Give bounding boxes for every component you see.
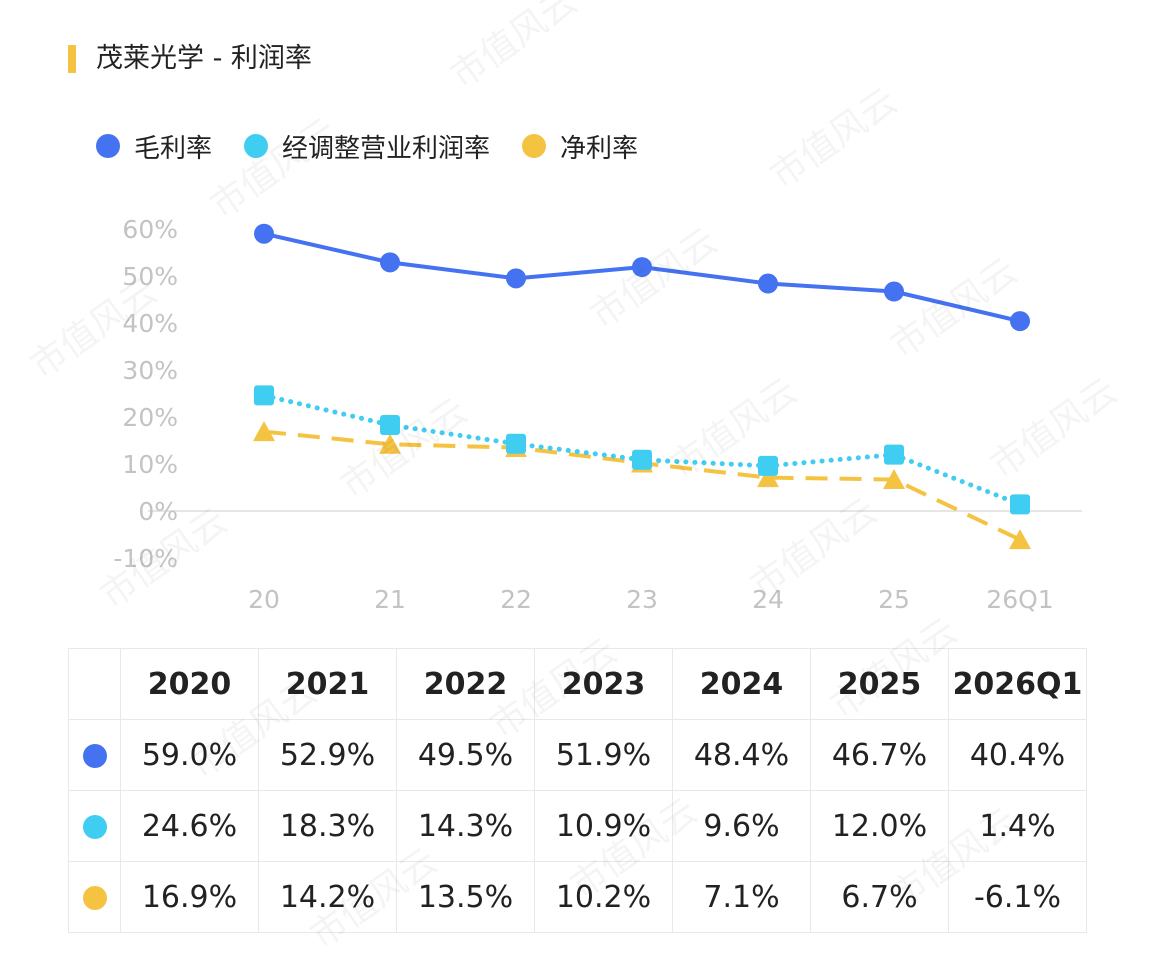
- data-point-net-margin: [1009, 529, 1031, 550]
- table-cell: 9.6%: [672, 790, 811, 862]
- data-point-operating-margin: [1010, 494, 1030, 515]
- x-tick-label: 24: [752, 585, 784, 614]
- legend-dot-gross-margin: [96, 134, 120, 158]
- table-row-operating-margin: 24.6% 18.3% 14.3% 10.9% 9.6% 12.0% 1.4%: [68, 790, 1087, 862]
- data-point-operating-margin: [758, 455, 778, 476]
- y-tick-label: 50%: [122, 262, 178, 291]
- data-point-operating-margin: [506, 433, 526, 454]
- table-header-cell: 2024: [672, 648, 811, 720]
- data-point-gross-margin: [254, 223, 274, 244]
- table-header-cell: 2021: [258, 648, 397, 720]
- table-header-cell: 2022: [396, 648, 535, 720]
- table-cell: 18.3%: [258, 790, 397, 862]
- data-table: 2020 2021 2022 2023 2024 2025 2026Q1 59.…: [68, 648, 1087, 933]
- table-cell: 12.0%: [810, 790, 949, 862]
- data-point-net-margin: [883, 469, 905, 490]
- y-tick-label: 30%: [122, 356, 178, 385]
- data-point-operating-margin: [884, 444, 904, 465]
- table-cell: 6.7%: [810, 861, 949, 933]
- table-row-gross-margin: 59.0% 52.9% 49.5% 51.9% 48.4% 46.7% 40.4…: [68, 719, 1087, 791]
- table-header-cell: 2023: [534, 648, 673, 720]
- table-cell: -6.1%: [948, 861, 1087, 933]
- table-cell: 24.6%: [120, 790, 259, 862]
- table-cell: 51.9%: [534, 719, 673, 791]
- table-cell: 1.4%: [948, 790, 1087, 862]
- legend-item-net-margin[interactable]: 净利率: [522, 128, 638, 165]
- table-cell: 7.1%: [672, 861, 811, 933]
- table-cell: 14.3%: [396, 790, 535, 862]
- table-cell: 13.5%: [396, 861, 535, 933]
- line-chart: 60% 50% 40% 30% 20% 10% 0% -10% 20 21 22 23 24 25 26Q1: [113, 215, 1082, 614]
- data-point-gross-margin: [1010, 311, 1030, 332]
- table-cell: 10.9%: [534, 790, 673, 862]
- data-table-container: 2020 2021 2022 2023 2024 2025 2026Q1 59.…: [68, 648, 1087, 933]
- data-point-net-margin: [379, 433, 401, 454]
- table-cell: 40.4%: [948, 719, 1087, 791]
- watermark-text: 市值风云: [438, 0, 586, 99]
- data-point-gross-margin: [758, 273, 778, 294]
- legend-item-gross-margin[interactable]: 毛利率: [96, 128, 212, 165]
- table-cell: 16.9%: [120, 861, 259, 933]
- data-point-operating-margin: [254, 385, 274, 406]
- title-accent-bar: [68, 45, 76, 73]
- table-header-cell: 2020: [120, 648, 259, 720]
- legend-item-operating-margin[interactable]: 经调整营业利润率: [244, 128, 490, 165]
- x-tick-label: 26Q1: [986, 585, 1053, 614]
- watermark-text: 市值风云: [758, 73, 906, 198]
- row-marker-cell: [68, 719, 121, 791]
- table-cell: 48.4%: [672, 719, 811, 791]
- table-row-net-margin: 16.9% 14.2% 13.5% 10.2% 7.1% 6.7% -6.1%: [68, 861, 1087, 933]
- y-tick-label: 40%: [122, 309, 178, 338]
- x-tick-label: 22: [500, 585, 532, 614]
- data-point-net-margin: [757, 467, 779, 488]
- y-tick-label: 60%: [122, 215, 178, 244]
- data-point-gross-margin: [884, 281, 904, 302]
- data-point-net-margin: [253, 421, 275, 442]
- row-marker-net-margin: [82, 886, 107, 910]
- y-tick-label: 10%: [122, 450, 178, 479]
- chart-title: 茂莱光学 - 利润率: [96, 43, 312, 74]
- legend: 毛利率 经调整营业利润率 净利率: [96, 126, 638, 166]
- table-cell: 59.0%: [120, 719, 259, 791]
- row-marker-operating-margin: [82, 815, 107, 839]
- table-cell: 10.2%: [534, 861, 673, 933]
- y-tick-label: 20%: [122, 403, 178, 432]
- y-tick-label: 0%: [138, 497, 178, 526]
- x-tick-label: 25: [878, 585, 910, 614]
- row-marker-cell: [68, 861, 121, 933]
- legend-dot-operating-margin: [244, 134, 269, 158]
- table-cell: 14.2%: [258, 861, 397, 933]
- x-tick-label: 20: [248, 585, 280, 614]
- x-tick-label: 23: [626, 585, 658, 614]
- data-point-operating-margin: [380, 414, 400, 435]
- series-line-gross-margin: [262, 231, 1022, 324]
- legend-dot-net-margin: [522, 134, 547, 158]
- table-corner-cell: [68, 648, 121, 720]
- table-cell: 52.9%: [258, 719, 397, 791]
- table-cell: 46.7%: [810, 719, 949, 791]
- table-cell: 49.5%: [396, 719, 535, 791]
- row-marker-cell: [68, 790, 121, 862]
- row-marker-gross-margin: [82, 744, 107, 768]
- legend-label-gross-margin: 毛利率: [134, 133, 213, 164]
- data-point-operating-margin: [632, 449, 652, 470]
- table-header-cell: 2025: [810, 648, 949, 720]
- legend-label-operating-margin: 经调整营业利润率: [282, 133, 491, 164]
- data-point-gross-margin: [632, 257, 652, 278]
- data-point-gross-margin: [380, 252, 400, 273]
- y-tick-label: -10%: [113, 544, 178, 573]
- series-line-net-margin: [263, 429, 1021, 542]
- table-header-row: 2020 2021 2022 2023 2024 2025 2026Q1: [68, 648, 1087, 720]
- x-tick-label: 21: [374, 585, 406, 614]
- data-point-gross-margin: [506, 268, 526, 289]
- legend-label-net-margin: 净利率: [560, 133, 639, 164]
- table-header-cell: 2026Q1: [948, 648, 1087, 720]
